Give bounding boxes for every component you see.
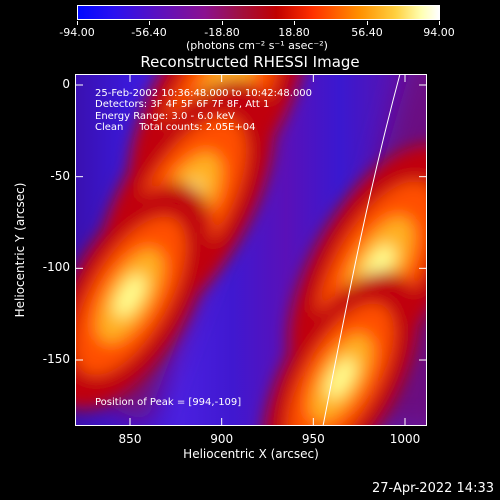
x-axis-label: Heliocentric X (arcsec) [183, 447, 319, 461]
heatmap-plot [75, 74, 427, 426]
colorbar-tick-label: -18.80 [204, 26, 240, 39]
solar-limb [322, 74, 401, 426]
info-detectors: Detectors: 3F 4F 5F 6F 7F 8F, Att 1 [95, 99, 270, 110]
info-clean: Clean Total counts: 2.05E+04 [95, 122, 256, 133]
emission-source [75, 182, 212, 410]
colorbar-tick [294, 21, 295, 25]
colorbar-tick [439, 21, 440, 25]
colorbar-tick [367, 21, 368, 25]
x-tick-label: 1000 [389, 432, 421, 446]
colorbar-tick [222, 21, 223, 25]
y-tick-label: 0 [62, 77, 70, 91]
colorbar-tick-label: 18.80 [278, 26, 310, 39]
colorbar-tick-label: -56.40 [131, 26, 167, 39]
x-tick-label: 900 [210, 432, 234, 446]
colorbar-tick-label: 56.40 [351, 26, 383, 39]
colorbar-unit-label: (photons cm⁻² s⁻¹ asec⁻²) [186, 39, 328, 52]
y-tick-label: -150 [42, 352, 70, 366]
colorbar-tick [77, 21, 78, 25]
colorbar-tick-label: -94.00 [59, 26, 95, 39]
info-peak: Position of Peak = [994,-109] [95, 397, 242, 408]
plot-frame [75, 74, 427, 426]
colorbar-tick-label: 94.00 [423, 26, 455, 39]
colorbar-tick [149, 21, 150, 25]
y-tick-label: -100 [42, 260, 70, 275]
emission-source [263, 271, 419, 426]
colorbar [77, 5, 440, 20]
y-axis-label: Heliocentric Y (arcsec) [13, 182, 27, 318]
info-energy: Energy Range: 3.0 - 6.0 keV [95, 111, 235, 122]
emission-sources [75, 74, 427, 426]
info-time: 25-Feb-2002 10:36:48.000 to 10:42:48.000 [95, 88, 313, 99]
axes [75, 74, 427, 426]
chart-title: Reconstructed RHESSI Image [140, 53, 360, 71]
x-tick-label: 850 [118, 432, 142, 446]
x-tick-label: 950 [301, 432, 325, 446]
timestamp: 27-Apr-2022 14:33 [372, 481, 494, 496]
y-tick-label: -50 [50, 168, 70, 183]
